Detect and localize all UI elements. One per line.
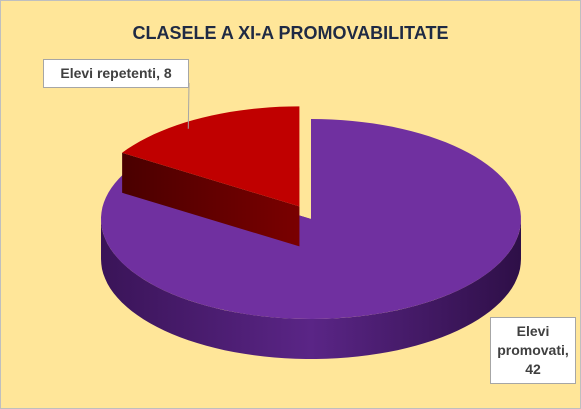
slice-top [101, 119, 521, 319]
slice-side [101, 219, 521, 359]
data-label: Elevi promovati, 42 [490, 317, 576, 384]
leader-line [187, 82, 190, 129]
slice-wall [122, 152, 300, 247]
slice-top [122, 106, 300, 207]
data-label: Elevi repetenti, 8 [43, 59, 189, 88]
slice: Elevi repetenti [122, 106, 300, 247]
chart-title: CLASELE A XI-A PROMOVABILITATE [132, 23, 449, 43]
